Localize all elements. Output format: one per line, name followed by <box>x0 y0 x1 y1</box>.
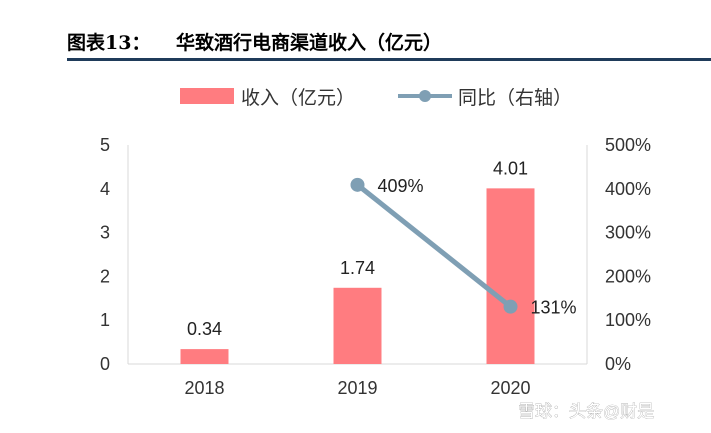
bar-value-label: 0.34 <box>187 319 222 339</box>
plot-area: 0 1 2 3 4 5 0% 100% 200% 300% 400% 500% 2018 2019 2020… <box>100 135 651 398</box>
right-tick-label: 200% <box>605 266 651 286</box>
yoy-point <box>350 177 365 192</box>
left-tick-label: 1 <box>100 310 110 330</box>
legend-label-yoy: 同比（右轴） <box>458 87 572 109</box>
left-tick-label: 2 <box>100 266 110 286</box>
left-tick-label: 3 <box>100 223 110 243</box>
right-tick-label: 0% <box>605 354 631 374</box>
left-tick-label: 0 <box>100 354 110 374</box>
right-tick-label: 100% <box>605 310 651 330</box>
figure-title: 华致酒行电商渠道收入（亿元） <box>176 31 442 54</box>
legend: 收入（亿元） 同比（右轴） <box>180 87 572 109</box>
left-tick-label: 5 <box>100 135 110 155</box>
bar <box>333 287 382 364</box>
legend-swatch-revenue <box>180 88 234 104</box>
x-tick-label: 2018 <box>184 378 224 398</box>
bar <box>486 188 535 364</box>
x-tick-label: 2020 <box>490 378 530 398</box>
bar <box>180 349 229 364</box>
x-tick-label: 2019 <box>337 378 377 398</box>
bar-value-label: 1.74 <box>340 258 375 278</box>
right-tick-label: 500% <box>605 135 651 155</box>
yoy-line <box>355 182 513 310</box>
right-tick-label: 400% <box>605 179 651 199</box>
yoy-point <box>503 299 518 314</box>
header-rule <box>67 58 711 61</box>
left-tick-label: 4 <box>100 179 110 199</box>
legend-label-revenue: 收入（亿元） <box>241 87 355 109</box>
figure-label: 图表13： <box>67 31 150 54</box>
yoy-value-label: 131% <box>531 298 577 318</box>
watermark: 雪球：头条@财是 <box>518 402 654 421</box>
legend-swatch-yoy-marker <box>419 90 431 102</box>
bar-value-label: 4.01 <box>493 158 528 178</box>
right-tick-label: 300% <box>605 223 651 243</box>
yoy-value-label: 409% <box>378 176 424 196</box>
